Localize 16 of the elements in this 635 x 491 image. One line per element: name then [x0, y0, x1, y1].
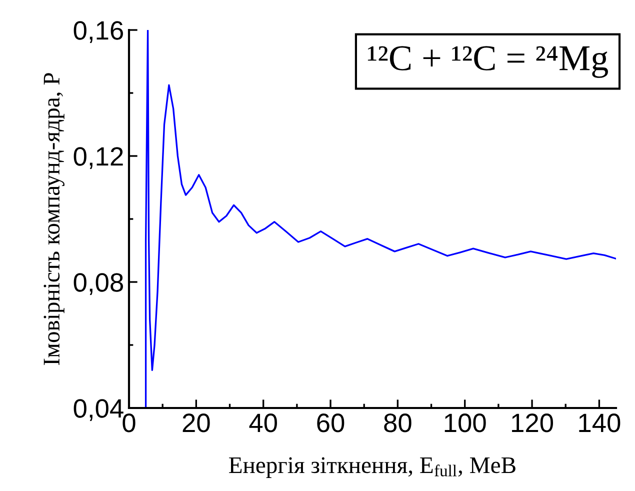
x-tick-label: 140	[579, 414, 620, 432]
x-axis-title: Енергія зіткнення, E$_{full}$, MeB	[229, 457, 516, 478]
x-tick-label: 80	[384, 414, 412, 432]
x-tick-label: 100	[444, 414, 486, 432]
y-tick-label: 0,08	[74, 273, 123, 295]
annotation: ¹²C + ¹²C = ²⁴Mg	[368, 46, 608, 78]
y-tick-label: 0,04	[74, 399, 124, 421]
y-tick-label: 0,12	[74, 147, 123, 169]
line-series	[144, 30, 616, 408]
y-axis-title: Імовірність компаунд-ядра, P	[44, 73, 64, 365]
x-tick-label: 120	[512, 414, 554, 432]
x-tick-label: 40	[249, 414, 277, 432]
x-tick-label: 20	[182, 414, 210, 432]
y-tick-label: 0,16	[74, 21, 123, 43]
x-tick-label: 60	[317, 414, 344, 432]
x-tick-label: 0	[122, 414, 136, 432]
